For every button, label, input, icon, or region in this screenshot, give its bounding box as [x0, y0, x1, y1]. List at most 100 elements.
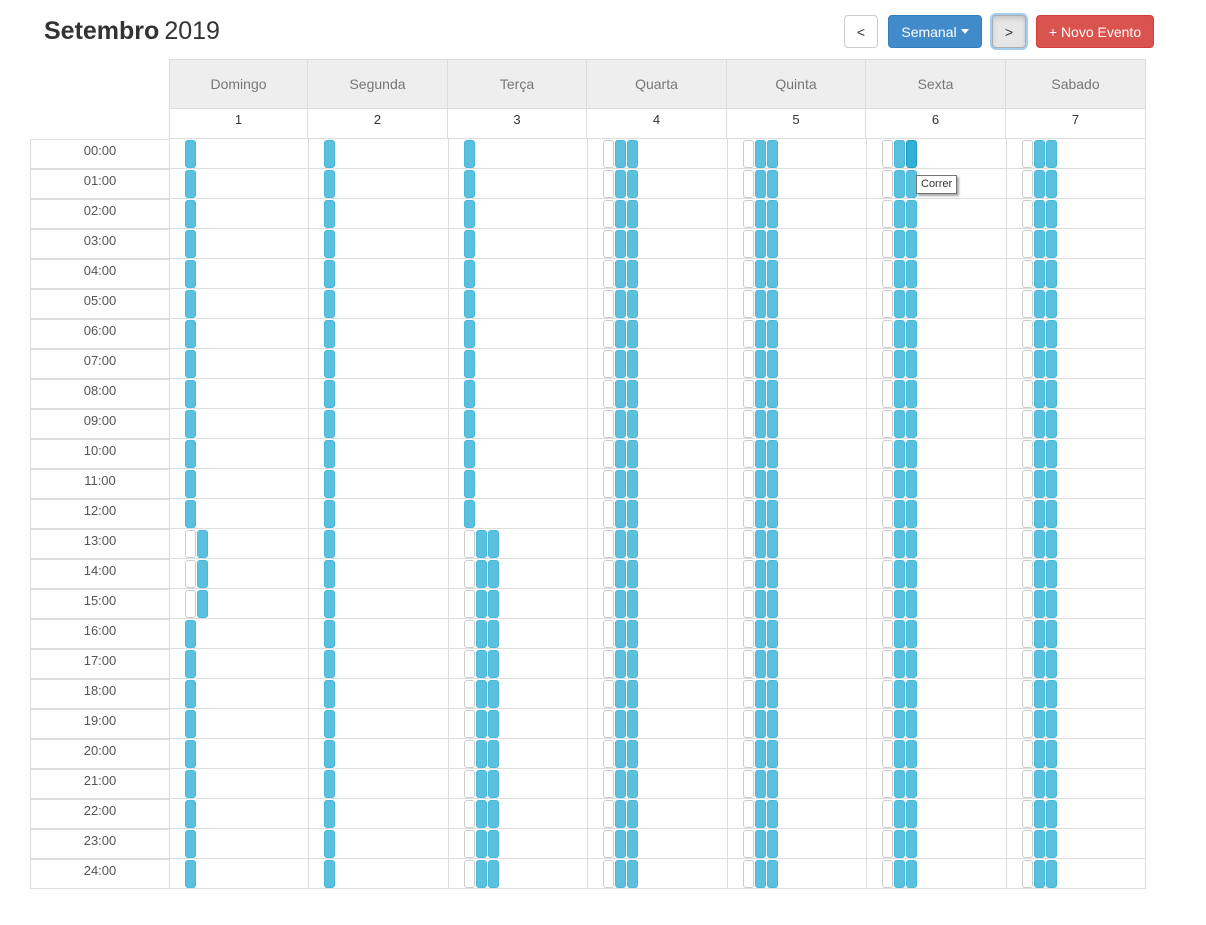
event-block[interactable]	[755, 680, 766, 708]
time-slot[interactable]	[587, 469, 727, 499]
time-slot[interactable]	[448, 589, 587, 619]
event-block[interactable]	[1034, 170, 1045, 198]
event-block[interactable]	[1046, 770, 1057, 798]
event-placeholder[interactable]	[603, 200, 614, 228]
time-slot[interactable]	[587, 619, 727, 649]
event-block[interactable]	[488, 710, 499, 738]
event-block[interactable]	[464, 260, 475, 288]
time-slot[interactable]	[727, 139, 866, 169]
time-slot[interactable]	[866, 709, 1006, 739]
event-block[interactable]	[767, 140, 778, 168]
event-placeholder[interactable]	[743, 140, 754, 168]
event-block[interactable]	[627, 620, 638, 648]
time-slot[interactable]	[169, 619, 308, 649]
event-placeholder[interactable]	[743, 710, 754, 738]
event-block[interactable]	[476, 770, 487, 798]
time-slot[interactable]	[308, 619, 448, 649]
event-block[interactable]	[476, 650, 487, 678]
event-block[interactable]	[894, 260, 905, 288]
time-slot[interactable]	[308, 379, 448, 409]
event-placeholder[interactable]	[743, 320, 754, 348]
event-block[interactable]	[906, 680, 917, 708]
time-slot[interactable]	[866, 229, 1006, 259]
time-slot[interactable]	[448, 169, 587, 199]
time-slot[interactable]	[308, 199, 448, 229]
event-placeholder[interactable]	[882, 710, 893, 738]
time-slot[interactable]	[866, 649, 1006, 679]
event-block[interactable]	[324, 200, 335, 228]
time-slot[interactable]	[727, 199, 866, 229]
event-placeholder[interactable]	[882, 140, 893, 168]
event-block[interactable]	[615, 440, 626, 468]
time-slot[interactable]	[448, 229, 587, 259]
event-placeholder[interactable]	[743, 230, 754, 258]
event-block[interactable]	[324, 590, 335, 618]
time-slot[interactable]	[169, 259, 308, 289]
event-block[interactable]	[755, 260, 766, 288]
event-block[interactable]	[627, 800, 638, 828]
event-block[interactable]	[615, 170, 626, 198]
event-block[interactable]	[767, 380, 778, 408]
event-placeholder[interactable]	[882, 620, 893, 648]
event-block[interactable]	[767, 350, 778, 378]
event-block[interactable]	[1034, 710, 1045, 738]
event-block[interactable]	[1034, 350, 1045, 378]
event-block[interactable]	[1034, 620, 1045, 648]
event-block[interactable]	[894, 380, 905, 408]
event-placeholder[interactable]	[882, 650, 893, 678]
time-slot[interactable]	[1006, 139, 1146, 169]
event-placeholder[interactable]	[603, 620, 614, 648]
time-slot[interactable]	[308, 769, 448, 799]
time-slot[interactable]	[1006, 499, 1146, 529]
event-block[interactable]	[627, 260, 638, 288]
time-slot[interactable]	[587, 409, 727, 439]
event-block[interactable]	[767, 800, 778, 828]
event-placeholder[interactable]	[1022, 530, 1033, 558]
time-slot[interactable]	[727, 709, 866, 739]
event-block[interactable]	[615, 650, 626, 678]
event-block[interactable]	[894, 530, 905, 558]
event-placeholder[interactable]	[603, 410, 614, 438]
time-slot[interactable]	[587, 259, 727, 289]
time-slot[interactable]	[587, 499, 727, 529]
event-placeholder[interactable]	[603, 350, 614, 378]
event-block[interactable]	[185, 650, 196, 678]
event-block[interactable]	[1034, 860, 1045, 888]
event-block[interactable]	[767, 830, 778, 858]
event-placeholder[interactable]	[882, 200, 893, 228]
event-block[interactable]	[615, 260, 626, 288]
event-block[interactable]	[185, 620, 196, 648]
event-block[interactable]	[755, 140, 766, 168]
event-placeholder[interactable]	[743, 590, 754, 618]
time-slot[interactable]	[1006, 679, 1146, 709]
time-slot[interactable]	[1006, 859, 1146, 889]
time-slot[interactable]	[1006, 529, 1146, 559]
event-placeholder[interactable]	[743, 770, 754, 798]
event-block[interactable]	[1046, 740, 1057, 768]
time-slot[interactable]	[727, 679, 866, 709]
event-placeholder[interactable]	[603, 590, 614, 618]
event-placeholder[interactable]	[743, 560, 754, 588]
event-block[interactable]	[894, 320, 905, 348]
time-slot[interactable]	[308, 439, 448, 469]
event-block[interactable]	[1034, 200, 1045, 228]
time-slot[interactable]	[1006, 739, 1146, 769]
event-placeholder[interactable]	[743, 290, 754, 318]
time-slot[interactable]	[587, 139, 727, 169]
event-placeholder[interactable]	[464, 740, 475, 768]
event-block[interactable]	[906, 410, 917, 438]
event-block[interactable]	[906, 650, 917, 678]
event-block[interactable]	[627, 380, 638, 408]
time-slot[interactable]	[169, 439, 308, 469]
time-slot[interactable]	[727, 589, 866, 619]
event-placeholder[interactable]	[743, 410, 754, 438]
event-placeholder[interactable]	[882, 320, 893, 348]
event-block[interactable]	[1046, 830, 1057, 858]
event-placeholder[interactable]	[743, 170, 754, 198]
time-slot[interactable]	[169, 379, 308, 409]
event-block[interactable]	[185, 290, 196, 318]
event-block[interactable]	[906, 830, 917, 858]
event-block[interactable]	[755, 350, 766, 378]
event-block[interactable]	[1034, 230, 1045, 258]
event-block[interactable]	[894, 350, 905, 378]
